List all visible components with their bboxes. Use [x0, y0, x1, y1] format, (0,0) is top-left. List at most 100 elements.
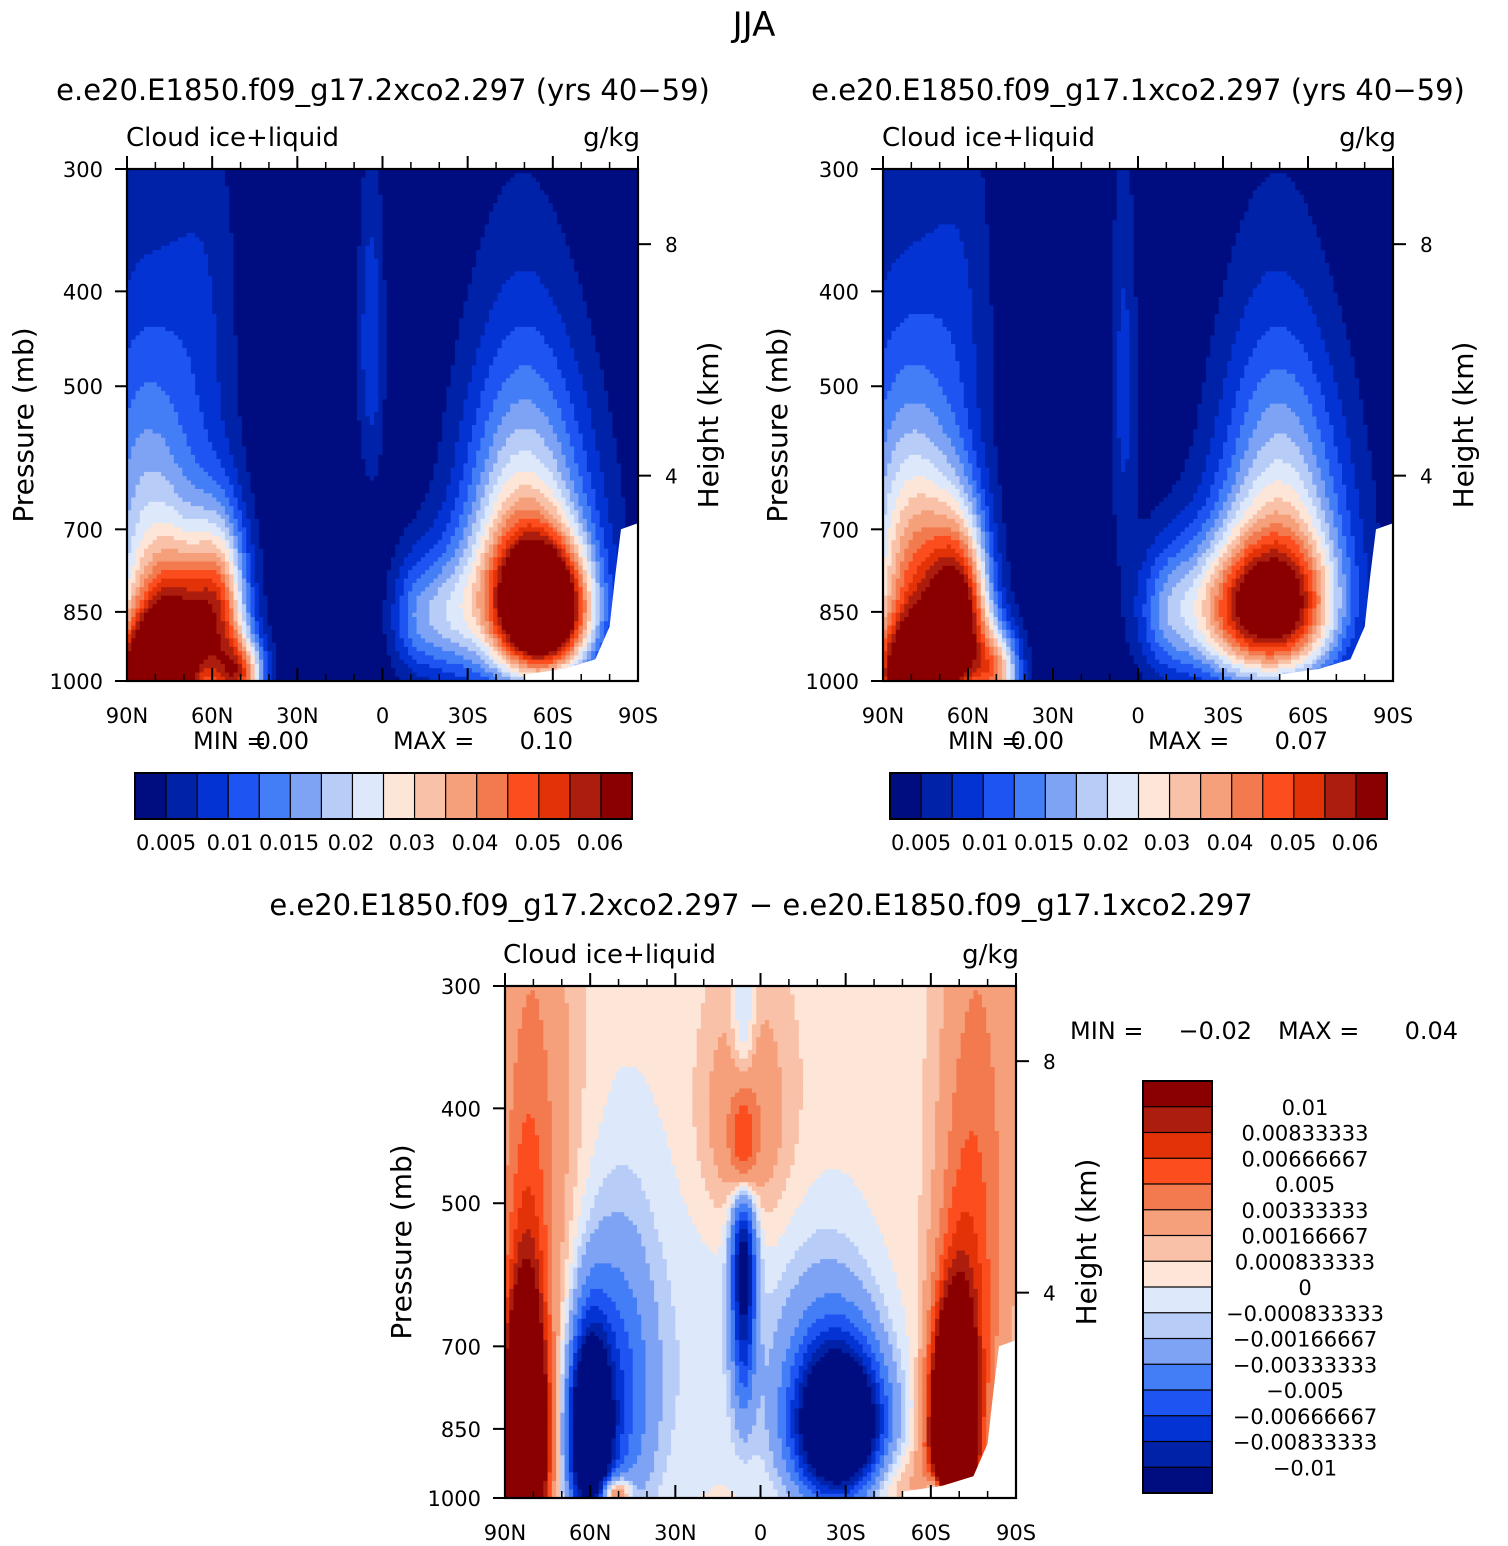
contour-cell: [263, 672, 269, 678]
contour-cell: [1278, 548, 1292, 554]
contour-cell: [997, 565, 1003, 571]
contour-cell: [1325, 250, 1394, 255]
contour-cell: [1197, 403, 1220, 409]
contour-cell: [1133, 279, 1224, 285]
contour-cell: [574, 565, 579, 571]
contour-cell: [199, 395, 222, 400]
contour-cell: [1337, 506, 1347, 511]
contour-cell: [1116, 352, 1131, 358]
contour-cell: [386, 587, 396, 592]
contour-cell: [382, 207, 494, 213]
contour-cell: [1180, 561, 1199, 567]
contour-cell: [471, 437, 482, 443]
contour-cell: [459, 518, 469, 524]
contour-cell: [1286, 433, 1309, 439]
contour-cell: [968, 548, 973, 554]
contour-cell: [356, 318, 362, 324]
contour-cell: [1201, 570, 1207, 575]
contour-cell: [484, 659, 494, 665]
contour-cell: [1138, 331, 1216, 336]
contour-cell: [1342, 548, 1347, 554]
contour-cell: [488, 625, 494, 631]
contour-cell: [484, 612, 490, 618]
contour-cell: [548, 484, 558, 490]
contour-cell: [1312, 412, 1330, 418]
contour-cell: [505, 646, 511, 652]
contour-cell: [1112, 348, 1118, 354]
contour-cell: [1359, 497, 1377, 503]
contour-cell: [471, 612, 482, 618]
contour-cell: [1350, 531, 1364, 537]
contour-cell: [356, 352, 362, 358]
contour-cell: [1240, 433, 1254, 439]
contour-cell: [1121, 454, 1131, 460]
contour-cell: [612, 425, 639, 430]
contour-cell: [1240, 224, 1318, 230]
contour-cell: [1206, 454, 1224, 460]
contour-cell: [471, 506, 482, 511]
contour-cell: [883, 331, 893, 336]
contour-cell: [488, 629, 494, 635]
contour-cell: [1363, 535, 1381, 541]
contour-cell: [165, 501, 192, 507]
contour-cell: [1116, 416, 1131, 422]
contour-cell: [1218, 574, 1224, 580]
contour-cell: [1295, 186, 1394, 191]
contour-cell: [1218, 548, 1228, 554]
contour-cell: [454, 527, 465, 533]
contour-cell: [254, 638, 260, 644]
contour-cell: [883, 369, 901, 375]
contour-cell: [356, 369, 367, 375]
colorbar-swatch: [134, 772, 168, 820]
contour-cell: [1218, 561, 1224, 567]
contour-cell: [544, 506, 558, 511]
contour-cell: [1159, 501, 1190, 507]
contour-cell: [544, 442, 562, 447]
contour-cell: [586, 305, 639, 311]
contour-cell: [250, 638, 256, 644]
contour-cell: [493, 356, 558, 362]
contour-cell: [493, 437, 507, 443]
contour-cell: [1138, 442, 1194, 447]
contour-cell: [1112, 322, 1122, 328]
contour-cell: [997, 535, 1007, 541]
contour-cell: [1295, 489, 1309, 494]
contour-cell: [1214, 557, 1220, 563]
contour-cell: [267, 621, 384, 627]
contour-cell: [408, 617, 418, 622]
contour-cell: [1329, 420, 1347, 426]
contour-cell: [241, 514, 247, 520]
contour-cell: [968, 540, 973, 546]
contour-cell: [1248, 203, 1309, 208]
contour-cell: [993, 574, 999, 580]
contour-cell: [1312, 535, 1322, 541]
contour-cell: [356, 305, 367, 311]
contour-cell: [569, 250, 639, 255]
contour-cell: [476, 258, 575, 264]
contour-cell: [229, 203, 362, 208]
contour-cell: [883, 587, 888, 592]
contour-cell: [595, 599, 601, 605]
contour-cell: [1354, 553, 1369, 558]
contour-cell: [395, 599, 401, 605]
contour-cell: [271, 634, 388, 639]
contour-cell: [1006, 544, 1118, 550]
contour-cell: [1320, 335, 1347, 341]
contour-cell: [989, 279, 1114, 285]
contour-cell: [144, 599, 149, 605]
contour-cell: [1354, 373, 1394, 379]
contour-cell: [459, 484, 469, 490]
contour-cell: [1002, 510, 1114, 516]
contour-cell: [127, 467, 183, 473]
contour-cell: [493, 655, 503, 661]
contour-cell: [127, 454, 132, 460]
contour-cell: [1112, 339, 1118, 345]
contour-cell: [480, 527, 486, 533]
contour-cell: [493, 621, 499, 627]
contour-cell: [467, 574, 477, 580]
contour-cell: [582, 570, 588, 575]
contour-cell: [1354, 463, 1373, 469]
contour-cell: [229, 220, 362, 226]
contour-cell: [997, 561, 1003, 567]
contour-cell: [216, 570, 222, 575]
